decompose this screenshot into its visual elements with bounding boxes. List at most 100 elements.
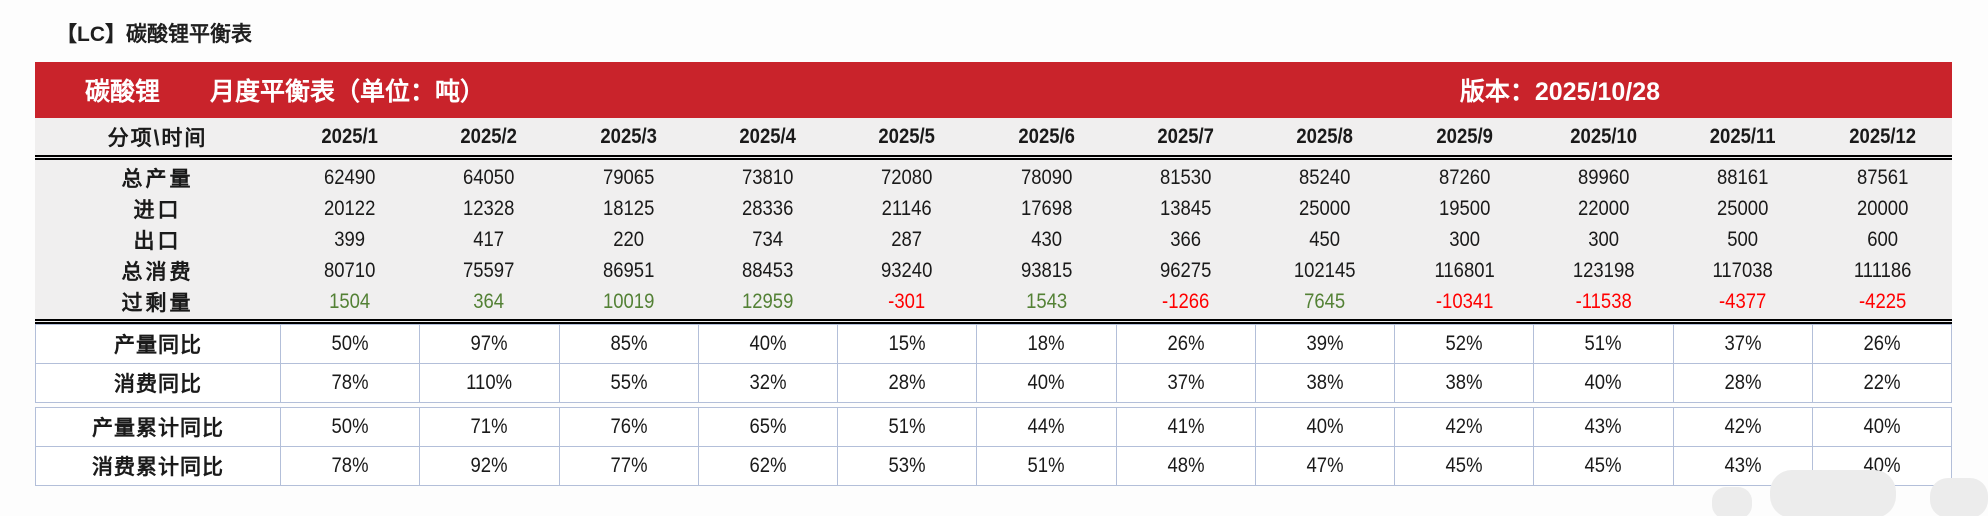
table-row: 出口 399 417 220 734 287 430 366 450 300 300 500 600: [35, 224, 1952, 255]
value-cell: 88453: [741, 258, 794, 282]
value-cell: 28%: [838, 364, 978, 403]
ratio-group: 产量同比 50% 97% 85% 40% 15% 18% 26% 39% 52% 51% 37% 26%…: [35, 324, 1952, 403]
value-cell: 110%: [420, 364, 560, 403]
page-title: 【LC】碳酸锂平衡表: [56, 23, 252, 46]
row-label: 总产量: [121, 167, 194, 191]
percent-value: 50%: [331, 415, 369, 438]
value-cell: 42%: [1395, 408, 1535, 447]
value-cell: 366: [1170, 227, 1202, 251]
value-cell: 300: [1448, 227, 1480, 251]
value-cell: 600: [1866, 227, 1898, 251]
value-cell: 93815: [1020, 258, 1073, 282]
row-label: 总消费: [121, 260, 194, 284]
percent-value: 28%: [888, 371, 926, 394]
percent-value: 26%: [1863, 332, 1901, 355]
banner-version-label: 版本：2025/10/28: [1459, 78, 1660, 106]
value-cell: 92%: [420, 447, 560, 486]
value-cell: 78%: [281, 364, 421, 403]
percent-value: 43%: [1584, 415, 1622, 438]
value-cell: 38%: [1395, 364, 1535, 403]
value-cell: 18125: [602, 196, 655, 220]
table-row: 消费同比 78% 110% 55% 32% 28% 40% 37% 38% 38% 40% 28% 22…: [36, 364, 1952, 403]
percent-value: 15%: [888, 332, 926, 355]
value-cell: 65%: [698, 408, 838, 447]
value-cell: 78090: [1020, 165, 1073, 189]
value-cell: 37%: [1673, 325, 1813, 364]
value-cell: 123198: [1572, 258, 1635, 282]
value-cell: 10019: [602, 289, 655, 313]
value-cell: 20000: [1856, 196, 1909, 220]
percent-value: 50%: [331, 332, 369, 355]
table-row: 进口 20122 12328 18125 28336 21146 17698 13845 250…: [35, 193, 1952, 224]
column-header-month: 2025/12: [1848, 124, 1916, 148]
percent-value: 40%: [749, 332, 787, 355]
value-cell: 62%: [698, 447, 838, 486]
percent-value: 53%: [888, 454, 926, 477]
percent-value: 37%: [1167, 371, 1205, 394]
watermark-blob: [1712, 487, 1752, 516]
value-cell: 85%: [559, 325, 699, 364]
value-cell: 51%: [1534, 325, 1674, 364]
row-label: 出口: [133, 229, 182, 253]
percent-value: 51%: [888, 415, 926, 438]
percent-value: 97%: [470, 332, 508, 355]
percent-value: 48%: [1167, 454, 1205, 477]
column-header-month: 2025/9: [1436, 124, 1493, 148]
value-cell: 43%: [1673, 447, 1813, 486]
value-cell: 7645: [1304, 289, 1346, 313]
value-cell: 52%: [1395, 325, 1535, 364]
balance-section: 总产量 62490 64050 79065 73810 72080 78090 81530 85…: [35, 160, 1952, 324]
value-cell: -11538: [1575, 289, 1632, 313]
value-cell: -4377: [1719, 289, 1767, 313]
value-cell: 734: [752, 227, 784, 251]
value-cell: 43%: [1534, 408, 1674, 447]
value-cell: -10341: [1435, 289, 1494, 313]
percent-value: 77%: [610, 454, 648, 477]
value-cell: 37%: [1116, 364, 1256, 403]
column-header-month: 2025/10: [1570, 124, 1638, 148]
value-cell: 40%: [1255, 408, 1395, 447]
value-cell: 26%: [1812, 325, 1952, 364]
value-cell: 77%: [559, 447, 699, 486]
table-row: 总产量 62490 64050 79065 73810 72080 78090 81530 85…: [35, 162, 1952, 193]
value-cell: 93240: [881, 258, 933, 282]
column-header-month: 2025/2: [460, 124, 518, 148]
value-cell: 38%: [1255, 364, 1395, 403]
value-cell: -301: [888, 289, 926, 313]
value-cell: 62490: [323, 165, 376, 189]
percent-value: 44%: [1027, 415, 1065, 438]
value-cell: 399: [334, 227, 366, 251]
value-cell: 40%: [1812, 408, 1952, 447]
value-cell: 97%: [420, 325, 560, 364]
percent-value: 45%: [1445, 454, 1483, 477]
table-row: 过剩量 1504 364 10019 12959 -301 1543 -1266 7645 -10…: [35, 286, 1952, 317]
value-cell: 22%: [1812, 364, 1952, 403]
value-cell: 117038: [1712, 258, 1774, 282]
row-label: 产量累计同比: [36, 408, 281, 447]
percent-value: 51%: [1027, 454, 1065, 477]
value-cell: 85240: [1299, 165, 1351, 189]
value-cell: 51%: [977, 447, 1117, 486]
table-row: 产量累计同比 50% 71% 76% 65% 51% 44% 41% 40% 42% 43% 42% 4…: [36, 408, 1952, 447]
percent-value: 40%: [1863, 415, 1901, 438]
value-cell: 64050: [463, 165, 515, 189]
column-header-month: 2025/4: [739, 124, 796, 148]
percent-value: 71%: [470, 415, 508, 438]
value-cell: 25000: [1299, 196, 1351, 220]
value-cell: 50%: [281, 408, 421, 447]
percent-value: 38%: [1445, 371, 1483, 394]
balance-table: 碳酸锂 月度平衡表（单位：吨） 版本：2025/10/28 分项\时间 2025…: [35, 62, 1952, 486]
percent-value: 45%: [1584, 454, 1622, 477]
value-cell: 12959: [741, 289, 794, 313]
value-cell: 450: [1309, 227, 1341, 251]
value-cell: 1504: [329, 289, 371, 313]
percent-value: 76%: [610, 415, 648, 438]
value-cell: 364: [473, 289, 505, 313]
value-cell: 76%: [559, 408, 699, 447]
table-banner: 碳酸锂 月度平衡表（单位：吨） 版本：2025/10/28: [35, 62, 1952, 118]
percent-value: 37%: [1724, 332, 1762, 355]
value-cell: 102145: [1294, 258, 1356, 282]
ratio-section: 产量同比 50% 97% 85% 40% 15% 18% 26% 39% 52% 51% 37% 26%…: [35, 324, 1952, 486]
percent-value: 43%: [1724, 454, 1762, 477]
percent-value: 78%: [331, 454, 369, 477]
